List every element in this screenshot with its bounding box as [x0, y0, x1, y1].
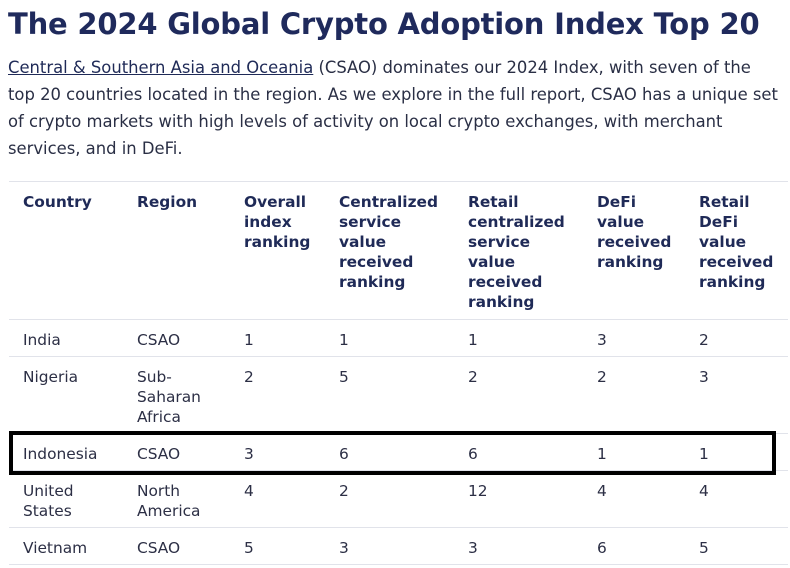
- cell-centralized-ranking: 2: [339, 482, 349, 500]
- header-retail-centralized-ranking: Retail centralized service value receive…: [468, 193, 565, 311]
- header-overall-ranking: Overall index ranking: [244, 193, 311, 251]
- table-header-row: Country Region Overall index ranking Cen…: [9, 182, 788, 320]
- cell-defi-ranking: 1: [597, 445, 607, 463]
- cell-region: CSAO: [137, 539, 181, 557]
- cell-overall-ranking: 1: [244, 331, 254, 349]
- header-country: Country: [23, 193, 92, 211]
- cell-defi-ranking: 4: [597, 482, 607, 500]
- table-row: Vietnam CSAO 5 3 3 6 5: [9, 528, 788, 565]
- cell-retail-defi-ranking: 2: [699, 331, 709, 349]
- cell-region: North America: [137, 482, 201, 520]
- cell-defi-ranking: 2: [597, 368, 607, 386]
- cell-region: CSAO: [137, 445, 181, 463]
- cell-centralized-ranking: 1: [339, 331, 349, 349]
- cell-retail-defi-ranking: 5: [699, 539, 709, 557]
- table-row: India CSAO 1 1 1 3 2: [9, 320, 788, 357]
- intro-paragraph: Central & Southern Asia and Oceania (CSA…: [8, 54, 778, 162]
- cell-country: Nigeria: [23, 368, 79, 386]
- cell-country: Indonesia: [23, 445, 98, 463]
- table-row-highlighted: Indonesia CSAO 3 6 6 1 1: [9, 434, 788, 471]
- adoption-index-table: Country Region Overall index ranking Cen…: [9, 181, 788, 565]
- cell-retail-centralized-ranking: 1: [468, 331, 478, 349]
- cell-defi-ranking: 6: [597, 539, 607, 557]
- cell-country: Vietnam: [23, 539, 88, 557]
- cell-retail-defi-ranking: 3: [699, 368, 709, 386]
- cell-centralized-ranking: 5: [339, 368, 349, 386]
- cell-retail-centralized-ranking: 3: [468, 539, 478, 557]
- cell-overall-ranking: 2: [244, 368, 254, 386]
- cell-defi-ranking: 3: [597, 331, 607, 349]
- cell-overall-ranking: 5: [244, 539, 254, 557]
- intro-text: (CSAO) dominates our 2024 Index, with se…: [8, 58, 778, 158]
- table-row: United States North America 4 2 12 4 4: [9, 471, 788, 528]
- cell-retail-centralized-ranking: 6: [468, 445, 478, 463]
- cell-centralized-ranking: 6: [339, 445, 349, 463]
- csao-region-link[interactable]: Central & Southern Asia and Oceania: [8, 58, 314, 77]
- cell-retail-centralized-ranking: 2: [468, 368, 478, 386]
- cell-overall-ranking: 4: [244, 482, 254, 500]
- header-centralized-ranking: Centralized service value received ranki…: [339, 193, 438, 291]
- page-title: The 2024 Global Crypto Adoption Index To…: [8, 7, 760, 41]
- cell-retail-centralized-ranking: 12: [468, 482, 488, 500]
- header-retail-defi-ranking: Retail DeFi value received ranking: [699, 193, 774, 291]
- cell-retail-defi-ranking: 4: [699, 482, 709, 500]
- cell-retail-defi-ranking: 1: [699, 445, 709, 463]
- table-row: Nigeria Sub-Saharan Africa 2 5 2 2 3: [9, 357, 788, 434]
- cell-region: CSAO: [137, 331, 181, 349]
- cell-centralized-ranking: 3: [339, 539, 349, 557]
- header-region: Region: [137, 193, 198, 211]
- header-defi-ranking: DeFi value received ranking: [597, 193, 672, 271]
- cell-country: India: [23, 331, 61, 349]
- cell-country: United States: [23, 482, 74, 520]
- cell-overall-ranking: 3: [244, 445, 254, 463]
- cell-region: Sub-Saharan Africa: [137, 368, 201, 426]
